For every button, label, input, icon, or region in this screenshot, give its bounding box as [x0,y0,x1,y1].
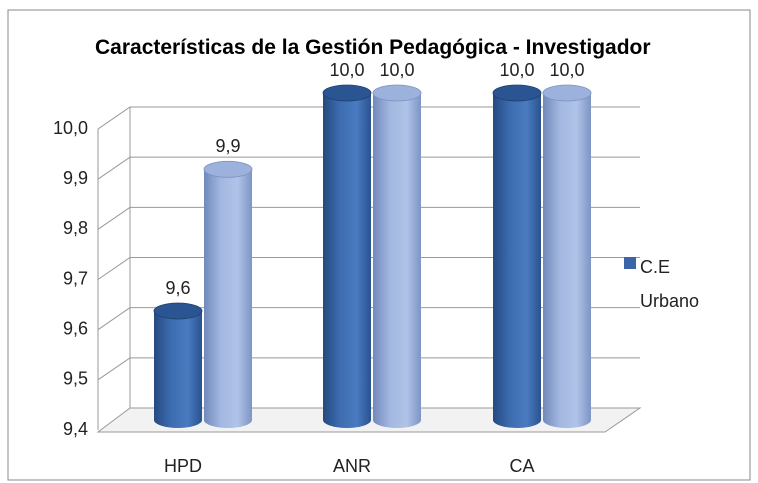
grid-line [97,156,131,180]
bar-body [204,169,252,429]
bar [492,84,542,428]
bar-top [322,84,372,102]
bar-top [492,84,542,102]
x-tick-label: HPD [164,456,202,476]
y-tick-label: 9,6 [63,318,88,338]
bar [542,84,592,428]
y-tick-label: 10,0 [53,118,88,138]
y-tick-label: 9,8 [63,218,88,238]
bar-body [493,93,541,428]
bar [372,84,422,428]
chart-border [7,9,751,481]
bar-top [542,84,592,102]
y-tick-label: 9,4 [63,419,88,439]
data-label: 10,0 [329,60,364,80]
x-tick-label: ANR [333,456,371,476]
bar-top [203,160,253,178]
legend-label: C.E Urbano [640,257,700,311]
grid-line [97,307,131,331]
chart-title: Características de la Gestión Pedagógica… [95,36,651,59]
data-label: 9,9 [215,136,240,156]
legend-key [624,257,636,269]
grid-line [97,106,131,130]
data-label: 10,0 [549,60,584,80]
data-label: 9,6 [165,278,190,298]
bar-body [154,311,202,428]
grid-line [97,257,131,280]
x-tick-label: CA [509,456,534,476]
bar-body [373,93,421,428]
bar-top [372,84,422,102]
bar-top [153,302,203,320]
grid-line [97,357,131,381]
grid-line [97,206,131,230]
bar-body [543,93,591,428]
y-tick-label: 9,9 [63,168,88,188]
bar [322,84,372,428]
bar [153,302,203,428]
bar-body [323,93,371,428]
y-tick-label: 9,5 [63,369,88,389]
y-tick-label: 9,7 [63,268,88,288]
data-label: 10,0 [499,60,534,80]
bar [203,160,253,429]
data-label: 10,0 [379,60,414,80]
